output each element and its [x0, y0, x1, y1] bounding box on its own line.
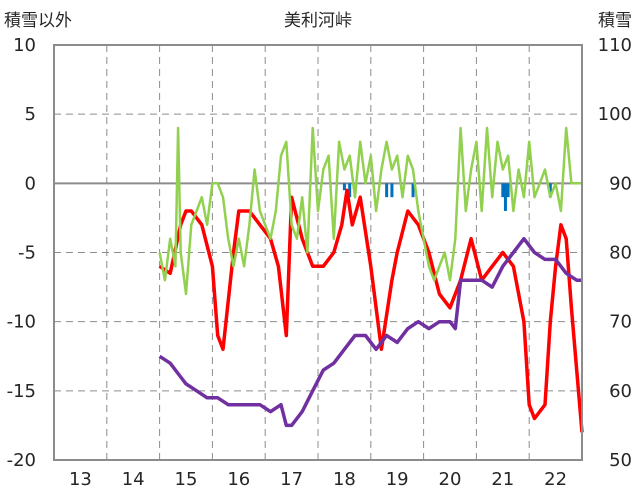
bar	[504, 183, 507, 211]
x-tick-label: 20	[439, 469, 462, 490]
y-tick-label-left: 5	[25, 104, 36, 125]
y-tick-label-right: 80	[609, 243, 632, 264]
x-tick-label: 21	[491, 469, 514, 490]
y-tick-label-right: 50	[609, 450, 632, 471]
x-tick-label: 22	[544, 469, 567, 490]
y-tick-label-right: 110	[598, 35, 632, 56]
bar	[343, 183, 346, 190]
x-tick-label: 18	[333, 469, 356, 490]
x-tick-label: 16	[227, 469, 250, 490]
chart-title: 美利河峠	[284, 11, 352, 31]
y-axis-label-right: 積雪	[598, 11, 632, 31]
y-tick-label-left: 0	[25, 173, 36, 194]
y-tick-label-right: 90	[609, 173, 632, 194]
bar	[501, 183, 504, 197]
y-ticks-left: 10 5 0 -5 -10 -15 -20	[7, 35, 36, 471]
y-tick-label-left: -5	[18, 243, 36, 264]
y-tick-label-right: 60	[609, 381, 632, 402]
x-tick-label: 13	[69, 469, 92, 490]
x-tick-label: 17	[280, 469, 303, 490]
x-tick-label: 15	[175, 469, 198, 490]
x-tick-label: 14	[122, 469, 145, 490]
x-ticks: 13 14 15 16 17 18 19 20 21 22	[69, 469, 567, 490]
y-axis-label-left: 積雪以外	[4, 11, 72, 31]
bar	[507, 183, 510, 197]
y-ticks-right: 110 100 90 80 70 60 50	[598, 35, 632, 471]
y-tick-label-left: -20	[7, 450, 36, 471]
y-tick-label-right: 100	[598, 104, 632, 125]
bar	[390, 183, 393, 197]
y-tick-label-left: -10	[7, 312, 36, 333]
x-tick-label: 19	[386, 469, 409, 490]
y-tick-label-right: 70	[609, 312, 632, 333]
y-tick-label-left: 10	[13, 35, 36, 56]
y-tick-label-left: -15	[7, 381, 36, 402]
bar	[385, 183, 388, 197]
